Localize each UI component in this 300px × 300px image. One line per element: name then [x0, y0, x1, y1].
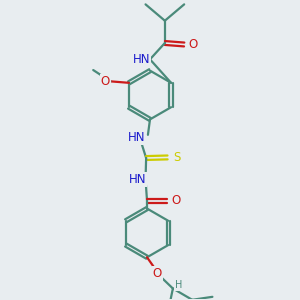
- Text: O: O: [172, 194, 181, 207]
- Text: O: O: [153, 267, 162, 280]
- Text: HN: HN: [129, 173, 146, 186]
- Text: O: O: [188, 38, 198, 51]
- Text: H: H: [175, 280, 182, 290]
- Text: HN: HN: [133, 53, 150, 66]
- Text: O: O: [100, 75, 110, 88]
- Text: S: S: [173, 151, 180, 164]
- Text: HN: HN: [128, 131, 146, 144]
